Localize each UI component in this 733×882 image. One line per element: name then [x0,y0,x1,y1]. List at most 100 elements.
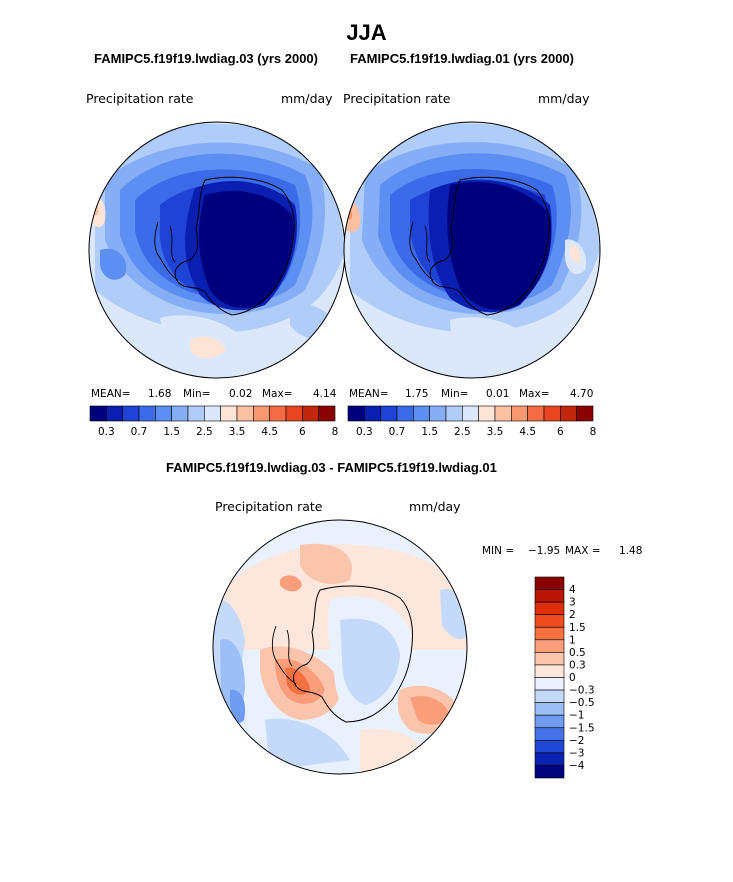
diff-colorbar-tick-label: −0.5 [569,697,595,709]
right-variable-label: Precipitation rate [343,91,451,106]
diff-colorbar-tick-label: −1 [569,710,584,722]
right-colorbar-swatch [576,405,594,422]
right-colorbar-swatch [478,405,496,422]
diff-max-label: MAX = [565,545,601,557]
left-colorbar: 0.3 0.7 1.5 2.5 3.5 4.5 6 8 [89,405,339,438]
left-units-label: mm/day [281,91,333,106]
diff-colorbar-swatch [534,626,565,641]
left-mean-value: 1.68 [148,388,172,400]
left-colorbar-swatch [318,405,336,422]
diff-colorbar-swatch [534,714,565,729]
right-colorbar-swatch [380,405,398,422]
left-colorbar-swatch [302,405,319,422]
right-precip-map [344,122,600,378]
diff-colorbar-tick-label: −1.5 [569,722,595,734]
diff-colorbar-swatch [534,601,565,615]
left-colorbar-swatch [253,405,270,422]
right-colorbar-swatch [413,405,430,422]
left-colorbar-swatch [155,405,172,422]
left-colorbar-swatch [138,405,156,422]
right-max-label: Max= [519,388,550,400]
left-precip-map [89,122,345,378]
right-colorbar-swatch [527,405,545,422]
right-colorbar-swatch [560,405,577,422]
left-colorbar-tick-label: 6 [299,426,306,438]
right-max-value: 4.70 [570,388,594,400]
left-colorbar-swatch [269,405,287,422]
left-colorbar-tick-label: 0.3 [98,426,115,438]
right-case-label: FAMIPC5.f19f19.lwdiag.01 (yrs 2000) [350,51,574,66]
right-colorbar-tick-label: 4.5 [519,426,536,438]
diff-colorbar-swatch [534,639,565,653]
diff-colorbar-tick-label: 1.5 [569,622,586,634]
right-colorbar-swatch [429,405,447,422]
diff-colorbar-tick-label: 2 [569,609,576,621]
left-colorbar-swatch [171,405,189,422]
right-colorbar-swatch [511,405,528,422]
diff-max-value: 1.48 [619,545,643,557]
right-colorbar-tick-label: 8 [590,426,597,438]
left-colorbar-tick-label: 4.5 [261,426,278,438]
right-colorbar-tick-label: 6 [557,426,564,438]
diff-colorbar-tick-label: 0.5 [569,647,586,659]
right-colorbar-tick-label: 3.5 [487,426,504,438]
left-colorbar-swatch [122,405,140,422]
right-colorbar-swatch [543,405,561,422]
right-colorbar-tick-label: 2.5 [454,426,471,438]
diff-colorbar-swatch [534,589,565,603]
diff-colorbar-swatch [534,652,565,666]
right-colorbar-tick-label: 1.5 [421,426,438,438]
diff-colorbar-swatch [534,702,565,716]
left-max-label: Max= [262,388,293,400]
left-colorbar-tick-label: 1.5 [163,426,180,438]
diff-colorbar-swatch [534,740,565,754]
right-units-label: mm/day [538,91,590,106]
diff-colorbar-tick-label: 3 [569,597,576,609]
right-min-label: Min= [441,388,469,400]
diff-colorbar-swatch [534,689,565,703]
left-case-label: FAMIPC5.f19f19.lwdiag.03 (yrs 2000) [94,51,318,66]
left-mean-label: MEAN= [91,388,131,400]
diff-case-label: FAMIPC5.f19f19.lwdiag.03 - FAMIPC5.f19f1… [166,460,497,475]
diff-units-label: mm/day [409,499,461,514]
left-colorbar-tick-label: 2.5 [196,426,213,438]
right-mean-label: MEAN= [349,388,389,400]
right-mean-value: 1.75 [405,388,429,400]
figure-title: JJA [346,20,387,45]
diff-colorbar-tick-label: 4 [569,584,576,596]
diff-colorbar-swatch [534,677,565,691]
right-colorbar-swatch [462,405,479,422]
diff-colorbar-swatch [534,664,565,678]
diff-colorbar-tick-label: −4 [569,760,585,772]
right-colorbar-swatch [494,405,512,422]
diff-colorbar-tick-label: 0 [569,672,576,684]
left-colorbar-swatch [204,405,221,422]
left-variable-label: Precipitation rate [86,91,194,106]
right-colorbar-swatch [396,405,414,422]
right-colorbar-swatch [445,405,463,422]
diff-colorbar-swatch [534,752,565,766]
diff-colorbar-swatch [534,576,565,590]
right-colorbar-swatch [364,405,381,422]
diff-precip-map [213,520,467,774]
diff-map-border [212,519,468,775]
diff-colorbar-swatch [534,614,565,628]
diff-colorbar-tick-label: −2 [569,735,584,747]
diff-min-label: MIN = [482,545,515,557]
left-max-value: 4.14 [313,388,337,400]
left-colorbar-swatch [236,405,254,422]
diff-min-value: −1.95 [528,545,561,557]
left-colorbar-swatch [220,405,238,422]
right-colorbar: 0.3 0.7 1.5 2.5 3.5 4.5 6 8 [347,405,597,438]
right-min-value: 0.01 [486,388,510,400]
right-map-border [343,121,601,379]
left-min-value: 0.02 [229,388,253,400]
left-colorbar-swatch [106,405,123,422]
diff-colorbar-swatch [534,765,565,779]
diff-variable-label: Precipitation rate [215,499,323,514]
right-colorbar-tick-label: 0.7 [389,426,406,438]
left-colorbar-tick-label: 8 [332,426,339,438]
right-colorbar-tick-label: 0.3 [356,426,373,438]
